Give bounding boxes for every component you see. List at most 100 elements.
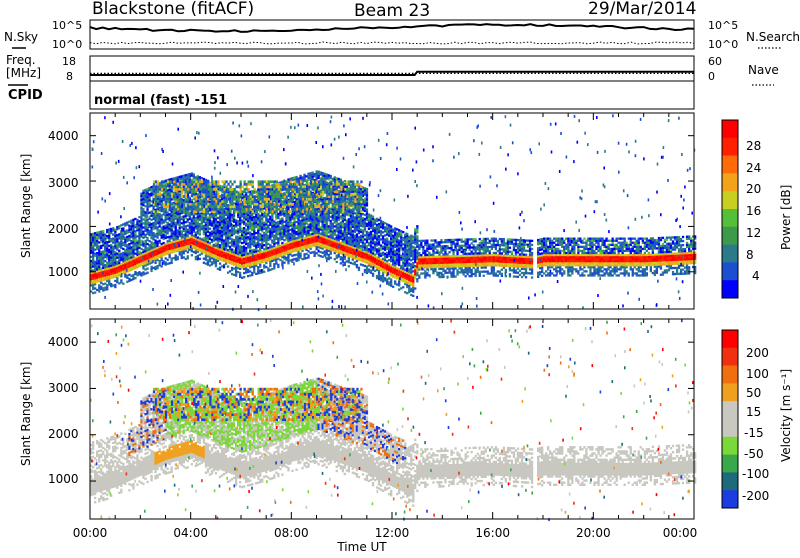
power-cell bbox=[336, 255, 338, 257]
power-cell bbox=[374, 245, 376, 247]
power-cell bbox=[328, 219, 330, 221]
power-cell bbox=[265, 217, 267, 219]
power-cell bbox=[94, 244, 96, 246]
power-cell bbox=[328, 231, 330, 233]
power-cell bbox=[253, 251, 255, 253]
power-cell bbox=[378, 256, 380, 258]
power-cell bbox=[374, 221, 376, 223]
power-cell bbox=[303, 231, 305, 233]
power-cell bbox=[285, 242, 287, 244]
power-cell bbox=[356, 235, 358, 237]
power-cell bbox=[104, 246, 106, 248]
power-cell bbox=[116, 269, 118, 271]
power-cell bbox=[167, 246, 169, 248]
power-cell bbox=[229, 231, 231, 233]
power-cell bbox=[370, 219, 372, 221]
power-cell bbox=[217, 254, 219, 256]
power-cell bbox=[372, 254, 374, 256]
power-cell bbox=[340, 215, 342, 217]
power-cell bbox=[150, 223, 152, 225]
power-cell bbox=[322, 243, 324, 245]
power-cell bbox=[366, 245, 368, 247]
power-cell bbox=[213, 223, 215, 225]
power-cell bbox=[215, 263, 217, 265]
power-cell bbox=[243, 250, 245, 252]
power-cell bbox=[356, 260, 358, 262]
power-cell bbox=[370, 245, 372, 247]
power-cell bbox=[227, 245, 229, 247]
power-cell bbox=[366, 266, 368, 268]
power-cell bbox=[126, 224, 128, 226]
power-cell bbox=[255, 224, 257, 226]
power-cell bbox=[344, 215, 346, 217]
power-cell bbox=[346, 193, 348, 195]
power-cell bbox=[384, 279, 386, 281]
power-cell bbox=[368, 226, 370, 228]
power-cell bbox=[235, 252, 237, 254]
power-cell bbox=[390, 229, 392, 231]
power-cell bbox=[201, 214, 203, 216]
power-cell bbox=[263, 222, 265, 224]
power-cell bbox=[386, 260, 388, 262]
power-cell bbox=[116, 234, 118, 236]
power-cell bbox=[255, 261, 257, 263]
power-cell bbox=[213, 219, 215, 221]
power-cell bbox=[175, 218, 177, 220]
power-cell bbox=[322, 180, 324, 182]
power-cell bbox=[283, 245, 285, 247]
power-cell bbox=[362, 221, 364, 223]
power-cell bbox=[249, 250, 251, 252]
power-cell bbox=[287, 213, 289, 215]
power-cell bbox=[346, 232, 348, 234]
power-cell bbox=[179, 215, 181, 217]
power-cell bbox=[281, 221, 283, 223]
power-cell bbox=[100, 255, 102, 257]
power-cell bbox=[293, 234, 295, 236]
power-cell bbox=[295, 215, 297, 217]
power-cell bbox=[396, 263, 398, 265]
power-cell bbox=[253, 237, 255, 239]
power-cell bbox=[171, 241, 173, 243]
power-cell bbox=[223, 239, 225, 241]
power-cell bbox=[382, 280, 384, 282]
power-cell bbox=[132, 268, 134, 270]
power-cell bbox=[249, 238, 251, 240]
power-cell bbox=[261, 247, 263, 249]
power-cell bbox=[301, 223, 303, 225]
power-cell bbox=[106, 237, 108, 239]
power-cell bbox=[104, 256, 106, 258]
power-cell bbox=[271, 250, 273, 252]
power-cell bbox=[376, 220, 378, 222]
power-cell bbox=[241, 215, 243, 217]
power-cell bbox=[257, 231, 259, 233]
power-cell bbox=[181, 238, 183, 240]
power-cell bbox=[269, 248, 271, 250]
power-cell bbox=[221, 265, 223, 267]
power-cell bbox=[165, 235, 167, 237]
power-cell bbox=[243, 239, 245, 241]
power-cell bbox=[326, 227, 328, 229]
power-cell bbox=[328, 256, 330, 258]
power-cell bbox=[239, 249, 241, 251]
power-cell bbox=[380, 232, 382, 234]
power-cell bbox=[273, 226, 275, 228]
power-cell bbox=[370, 239, 372, 241]
power-cell bbox=[390, 272, 392, 274]
power-cell bbox=[334, 203, 336, 205]
power-cell bbox=[213, 252, 215, 254]
power-cell bbox=[396, 243, 398, 245]
power-cell bbox=[128, 257, 130, 259]
power-cell bbox=[392, 239, 394, 241]
power-cell bbox=[185, 250, 187, 252]
power-cell bbox=[352, 230, 354, 232]
power-cell bbox=[368, 213, 370, 215]
power-cell bbox=[156, 241, 158, 243]
power-cell bbox=[279, 212, 281, 214]
power-cell bbox=[199, 215, 201, 217]
power-cell bbox=[185, 227, 187, 229]
power-cell bbox=[318, 226, 320, 228]
power-cell bbox=[128, 274, 130, 276]
power-cell bbox=[297, 218, 299, 220]
power-cell bbox=[374, 223, 376, 225]
power-cell bbox=[154, 248, 156, 250]
